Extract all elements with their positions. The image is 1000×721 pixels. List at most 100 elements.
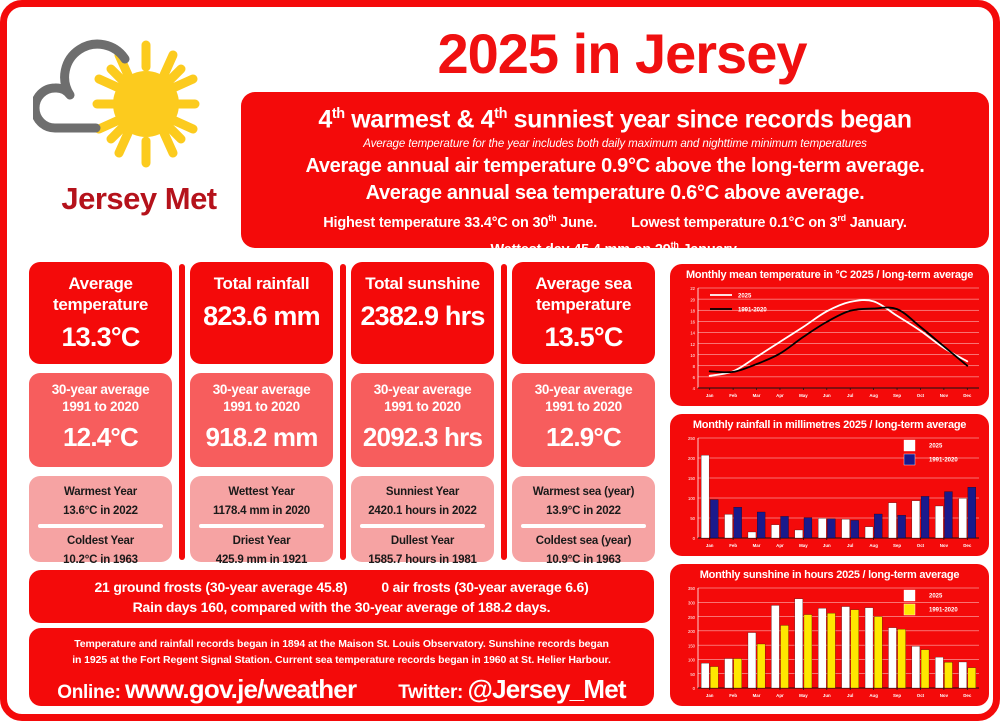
stat-card-headline: Total rainfall 823.6 mm bbox=[190, 262, 333, 364]
wettest-day-text: Wettest day 45.4 mm on 29 bbox=[490, 241, 671, 258]
svg-text:100: 100 bbox=[688, 496, 696, 501]
svg-text:Sep: Sep bbox=[893, 543, 901, 548]
svg-text:2025: 2025 bbox=[929, 444, 943, 450]
website-url: www.gov.je/weather bbox=[125, 674, 357, 704]
svg-text:Jul: Jul bbox=[847, 693, 853, 698]
record-high-title: Sunniest Year bbox=[385, 486, 460, 498]
chart-title: Monthly sunshine in hours 2025 / long-te… bbox=[699, 569, 960, 581]
svg-text:Dec: Dec bbox=[963, 543, 972, 548]
svg-text:May: May bbox=[799, 393, 808, 398]
svg-text:May: May bbox=[799, 693, 808, 698]
headline-subtitle: Average temperature for the year include… bbox=[363, 138, 867, 151]
svg-text:Nov: Nov bbox=[940, 543, 949, 548]
online-label: Online: bbox=[57, 682, 121, 703]
chart-monthly-mean-temperature: Monthly mean temperature in °C 2025 / lo… bbox=[670, 264, 989, 406]
svg-text:Dec: Dec bbox=[963, 393, 972, 398]
records-note-line2: in 1925 at the Fort Regent Signal Statio… bbox=[72, 654, 611, 666]
svg-text:16: 16 bbox=[690, 320, 695, 325]
svg-text:Mar: Mar bbox=[753, 543, 761, 548]
frosts-line: 21 ground frosts (30-year average 45.8) 0… bbox=[29, 577, 654, 597]
record-high-title: Warmest sea (year) bbox=[532, 486, 635, 498]
header: Jersey Met 2025 in Jersey 4th warmest & … bbox=[7, 7, 993, 258]
svg-text:100: 100 bbox=[688, 658, 696, 663]
frosts-panel: 21 ground frosts (30-year average 45.8) 0… bbox=[29, 570, 654, 623]
record-high-title: Warmest Year bbox=[63, 486, 138, 498]
stat-card-records: Wettest Year 1178.4 mm in 2020 Driest Ye… bbox=[190, 476, 333, 566]
svg-text:Aug: Aug bbox=[869, 543, 878, 548]
svg-text:300: 300 bbox=[688, 600, 696, 605]
average-label-line2: 1991 to 2020 bbox=[223, 399, 300, 414]
stat-label: Average temperature bbox=[53, 274, 148, 314]
svg-text:18: 18 bbox=[690, 308, 695, 313]
stat-card-average: 30-year average 1991 to 2020 918.2 mm bbox=[190, 373, 333, 467]
average-label-line2: 1991 to 2020 bbox=[545, 399, 622, 414]
svg-text:Dec: Dec bbox=[963, 693, 972, 698]
wettest-day-month: January. bbox=[678, 241, 740, 258]
record-low-title: Coldest Year bbox=[66, 535, 135, 547]
twitter-handle: @Jersey_Met bbox=[467, 674, 627, 704]
ordinal-suffix-2: th bbox=[494, 106, 508, 122]
svg-text:4: 4 bbox=[693, 386, 696, 391]
svg-text:250: 250 bbox=[688, 615, 696, 620]
svg-text:Jun: Jun bbox=[823, 543, 831, 548]
svg-text:Nov: Nov bbox=[940, 393, 949, 398]
highest-temp-month: June. bbox=[556, 215, 598, 232]
sun-cloud-icon bbox=[33, 39, 200, 168]
svg-text:0: 0 bbox=[693, 686, 696, 691]
svg-text:Oct: Oct bbox=[917, 393, 925, 398]
twitter-label: Twitter: bbox=[398, 682, 464, 703]
record-high-title: Wettest Year bbox=[228, 486, 295, 498]
stat-label: Average sea temperature bbox=[535, 274, 632, 314]
svg-text:350: 350 bbox=[688, 586, 696, 591]
stat-card-average: 30-year average 1991 to 2020 12.9°C bbox=[512, 373, 655, 467]
svg-text:Jun: Jun bbox=[823, 393, 831, 398]
svg-text:Jan: Jan bbox=[706, 543, 714, 548]
stat-card-headline: Average temperature 13.3°C bbox=[29, 262, 172, 364]
stat-card-records: Sunniest Year 2420.1 hours in 2022 Dulle… bbox=[351, 476, 494, 566]
headline-sea-temp: Average annual sea temperature 0.6°C abo… bbox=[365, 182, 865, 205]
svg-text:Jun: Jun bbox=[823, 693, 831, 698]
ordinal-suffix-5: th bbox=[670, 240, 679, 251]
headline-panel: 4th warmest & 4th sunniest year since re… bbox=[241, 92, 989, 258]
website-link[interactable]: Online: www.gov.je/weather bbox=[57, 674, 357, 705]
headline-main: 4th warmest & 4th sunniest year since re… bbox=[241, 99, 989, 135]
svg-text:200: 200 bbox=[688, 456, 696, 461]
svg-text:6: 6 bbox=[693, 375, 696, 380]
svg-text:Oct: Oct bbox=[917, 543, 925, 548]
headline-air-temp: Average annual air temperature 0.9°C abo… bbox=[305, 155, 925, 178]
average-label-line1: 30-year average bbox=[51, 382, 150, 397]
lowest-temp-month: January. bbox=[845, 215, 907, 232]
average-label-line2: 1991 to 2020 bbox=[62, 399, 139, 414]
record-high-value: 13.6°C in 2022 bbox=[63, 505, 138, 517]
footer-panel: Temperature and rainfall records began i… bbox=[29, 628, 654, 706]
records-note-line1: Temperature and rainfall records began i… bbox=[74, 638, 609, 650]
column-divider bbox=[340, 264, 346, 560]
logo-text: Jersey Met bbox=[61, 181, 217, 216]
svg-text:50: 50 bbox=[690, 516, 695, 521]
stat-label: Total sunshine bbox=[365, 274, 480, 293]
svg-text:1991-2020: 1991-2020 bbox=[738, 308, 767, 314]
stat-column-total-rainfall: Total rainfall 823.6 mm 30-year average … bbox=[190, 262, 333, 566]
column-divider bbox=[179, 264, 185, 560]
svg-text:200: 200 bbox=[688, 629, 696, 634]
stat-value: 2382.9 hrs bbox=[360, 301, 485, 331]
ground-frosts-text: 21 ground frosts (30-year average 45.8) bbox=[94, 579, 348, 595]
air-frosts-text: 0 air frosts (30-year average 6.6) bbox=[381, 579, 589, 595]
svg-text:250: 250 bbox=[688, 436, 696, 441]
headline-rank-1: 4 bbox=[318, 105, 332, 134]
svg-text:22: 22 bbox=[690, 286, 695, 291]
svg-text:Nov: Nov bbox=[940, 693, 949, 698]
chart-monthly-sunshine: Monthly sunshine in hours 2025 / long-te… bbox=[670, 564, 989, 706]
svg-text:Apr: Apr bbox=[776, 543, 784, 548]
record-low-title: Dullest Year bbox=[390, 535, 455, 547]
svg-text:Aug: Aug bbox=[869, 393, 878, 398]
average-label-line1: 30-year average bbox=[373, 382, 472, 397]
stat-card-average: 30-year average 1991 to 2020 2092.3 hrs bbox=[351, 373, 494, 467]
column-divider bbox=[501, 264, 507, 560]
record-high-value: 13.9°C in 2022 bbox=[546, 505, 621, 517]
record-low-value: 10.9°C in 1963 bbox=[546, 554, 621, 566]
twitter-link[interactable]: Twitter: @Jersey_Met bbox=[398, 674, 627, 705]
record-low-value: 425.9 mm in 1921 bbox=[215, 554, 308, 566]
svg-text:Apr: Apr bbox=[776, 693, 784, 698]
